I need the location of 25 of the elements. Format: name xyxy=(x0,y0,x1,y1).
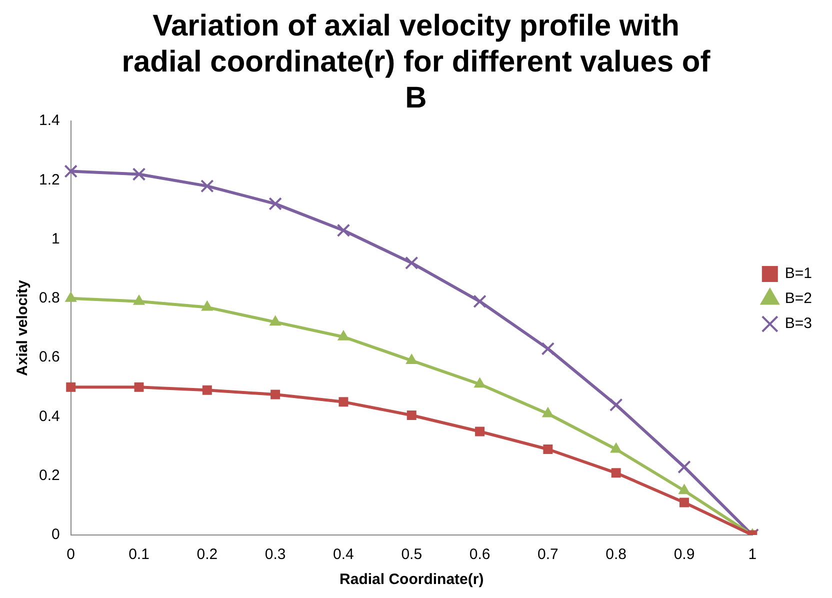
y-tick-label: 1.4 xyxy=(38,112,60,130)
x-tick-label: 0.6 xyxy=(469,546,490,564)
x-tick-label: 0.8 xyxy=(606,546,627,564)
x-tick-label: 0 xyxy=(66,546,76,564)
x-tick-label: 0.9 xyxy=(674,546,695,564)
y-axis-title: Axial velocity xyxy=(14,279,32,376)
y-tick-label: 0.4 xyxy=(38,408,60,425)
x-axis-title: Radial Coordinate(r) xyxy=(340,571,484,588)
chart-title: Variation of axial velocity profile with radial coordinate(r) for different values of B xyxy=(122,9,712,114)
legend-label: B=1 xyxy=(784,265,812,282)
x-tick-label: 0.2 xyxy=(196,546,218,564)
legend-label: B=2 xyxy=(784,290,812,308)
legend-label: B=3 xyxy=(784,315,812,332)
x-tick-label: 1 xyxy=(748,546,757,564)
y-tick-label: 1 xyxy=(52,230,60,248)
x-tick-label: 0.5 xyxy=(401,546,422,564)
x-tick-label: 0.4 xyxy=(333,546,354,564)
x-tick-label: 0.7 xyxy=(538,546,558,564)
y-tick-label: 0 xyxy=(52,526,60,544)
y-tick-label: 1.2 xyxy=(38,171,60,188)
x-tick-label: 0.1 xyxy=(128,546,150,564)
x-tick-label: 0.3 xyxy=(264,546,286,564)
y-tick-label: 0.2 xyxy=(38,467,60,484)
y-tick-label: 0.8 xyxy=(38,290,60,307)
y-tick-label: 0.6 xyxy=(38,348,60,366)
